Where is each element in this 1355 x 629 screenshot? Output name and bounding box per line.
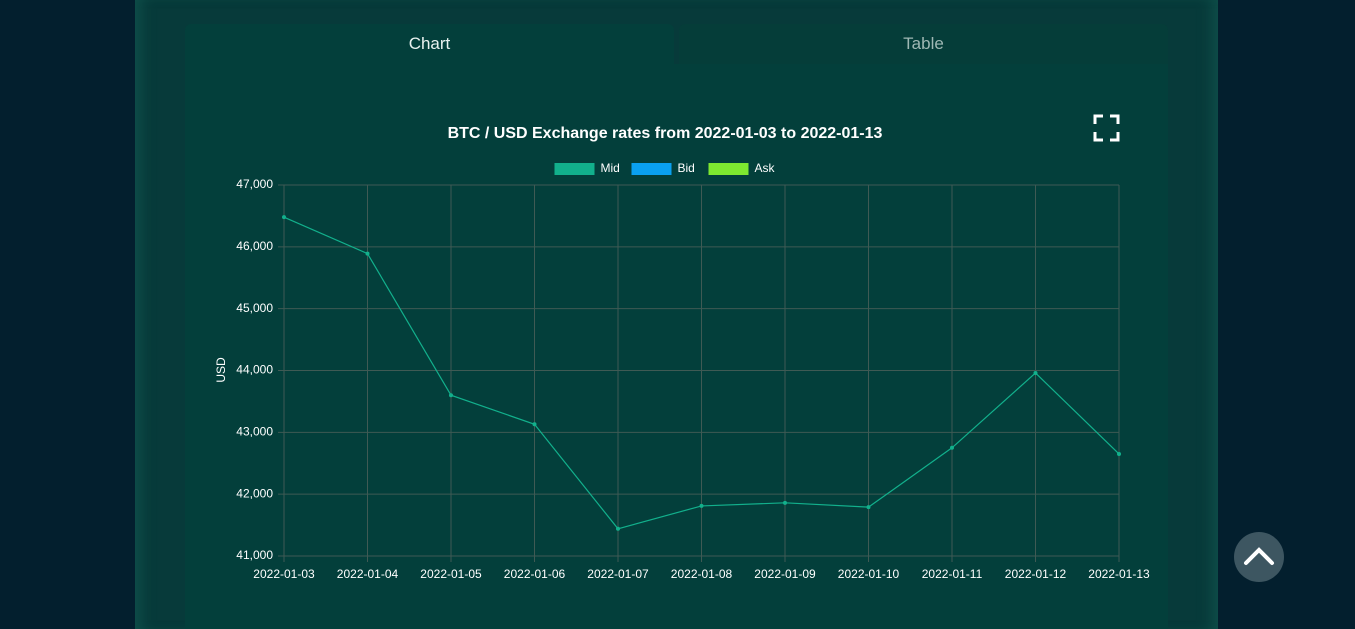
x-tick-label: 2022-01-12: [1005, 567, 1067, 581]
point: [950, 445, 954, 450]
x-tick-label: 2022-01-10: [838, 567, 900, 581]
point: [699, 503, 704, 508]
point: [532, 422, 537, 427]
legend-label: Ask: [755, 161, 776, 175]
x-tick-label: 2022-01-05: [420, 567, 482, 581]
legend-swatch: [631, 163, 672, 175]
y-axis-label: USD: [214, 357, 228, 383]
scroll-top-button[interactable]: [1234, 532, 1284, 582]
up-icon: [1244, 547, 1274, 565]
point: [616, 526, 620, 531]
y-tick-label: 42,000: [236, 486, 273, 500]
point: [449, 393, 453, 398]
point: [783, 500, 787, 505]
legend-label: Bid: [678, 161, 695, 175]
x-tick-label: 2022-01-08: [671, 567, 733, 581]
chart-title: BTC / USD Exchange rates from 2022-01-03…: [448, 125, 883, 142]
y-tick-label: 46,000: [236, 239, 273, 253]
point: [866, 505, 871, 510]
point: [365, 251, 370, 256]
fullscreen-icon[interactable]: [1093, 114, 1120, 142]
point: [1033, 370, 1038, 375]
y-tick-label: 47,000: [236, 177, 273, 191]
chart-card: [185, 64, 1168, 629]
x-tick-label: 2022-01-04: [337, 567, 399, 581]
x-tick-label: 2022-01-07: [587, 567, 649, 581]
legend-label: Mid: [601, 161, 620, 175]
x-tick-label: 2022-01-09: [754, 567, 816, 581]
x-tick-label: 2022-01-11: [922, 567, 983, 581]
y-tick-label: 44,000: [236, 363, 273, 377]
tab[interactable]: Table: [679, 24, 1168, 64]
y-tick-label: 45,000: [236, 301, 273, 315]
y-tick-label: 41,000: [236, 548, 273, 562]
legend-swatch: [708, 163, 749, 175]
x-tick-label: 2022-01-06: [504, 567, 566, 581]
legend-swatch: [554, 163, 595, 175]
x-tick-label: 2022-01-13: [1088, 567, 1150, 581]
y-tick-label: 43,000: [236, 425, 273, 439]
tab[interactable]: Chart: [185, 24, 674, 64]
x-tick-label: 2022-01-03: [253, 567, 315, 581]
point: [1117, 451, 1121, 456]
point: [282, 215, 286, 220]
